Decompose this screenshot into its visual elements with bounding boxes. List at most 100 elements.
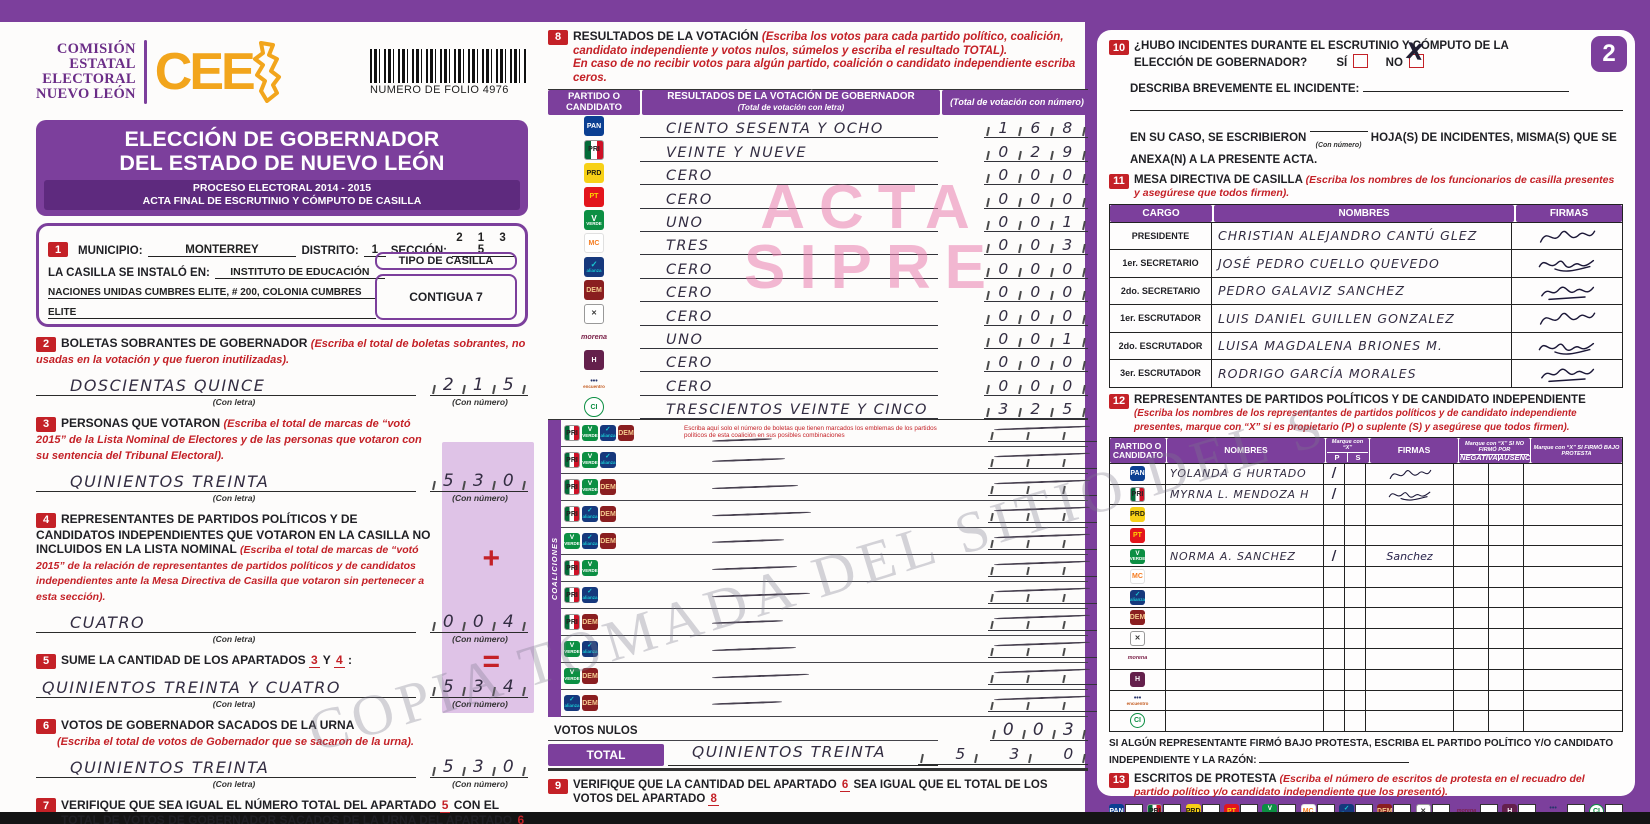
bajo-protesta-cell[interactable]	[1524, 629, 1622, 649]
coalition-numero-cell[interactable]	[988, 451, 1104, 469]
no-checkbox[interactable]: X	[1404, 38, 1425, 68]
negativa-cell[interactable]	[1454, 690, 1489, 711]
coalition-letra-cell[interactable]	[684, 565, 954, 571]
ausencia-cell[interactable]	[1489, 484, 1524, 505]
firma-cell[interactable]	[1512, 250, 1622, 277]
negativa-cell[interactable]	[1454, 566, 1489, 587]
representante-nombre-field[interactable]	[1166, 711, 1324, 731]
representante-firma-cell[interactable]	[1366, 711, 1454, 731]
numero-cell-encuentro[interactable]: 0 0 0	[984, 377, 1088, 396]
ausencia-cell[interactable]	[1489, 505, 1524, 525]
suplente-mark-cell[interactable]	[1345, 546, 1366, 566]
representante-firma-cell[interactable]	[1366, 669, 1454, 690]
bajo-protesta-cell[interactable]	[1524, 526, 1622, 546]
propietario-mark-cell[interactable]	[1324, 566, 1345, 587]
representante-firma-cell[interactable]	[1366, 505, 1454, 525]
negativa-cell[interactable]	[1454, 649, 1489, 669]
suplente-mark-cell[interactable]	[1345, 690, 1366, 711]
propietario-mark-cell[interactable]	[1324, 690, 1345, 711]
municipio-value[interactable]: MONTERREY	[147, 244, 297, 257]
propietario-mark-cell[interactable]	[1324, 587, 1345, 608]
numero-cell-na[interactable]: 0 0 0	[984, 260, 1088, 279]
funcionario-nombre-field[interactable]: LUIS DANIEL GUILLEN GONZALEZ	[1212, 305, 1512, 332]
representante-nombre-field[interactable]	[1166, 669, 1324, 690]
representante-nombre-field[interactable]	[1166, 566, 1324, 587]
numero-cell-pt[interactable]: 0 0 0	[984, 190, 1088, 209]
representante-nombre-field[interactable]	[1166, 505, 1324, 525]
letra-cell-humanista[interactable]: CERO	[640, 348, 938, 373]
representante-firma-cell[interactable]	[1366, 525, 1454, 546]
letra-cell-mc[interactable]: TRES	[640, 231, 938, 256]
numero-cell-indep[interactable]: 3 2 5	[984, 401, 1088, 420]
letra-cell-dem[interactable]: CERO	[640, 278, 938, 303]
propietario-mark-cell[interactable]: /	[1324, 464, 1345, 484]
coalition-numero-cell[interactable]	[988, 532, 1104, 550]
ausencia-cell[interactable]	[1489, 628, 1524, 649]
letra-cell-verde[interactable]: UNO	[640, 208, 938, 232]
representante-firma-cell[interactable]	[1366, 464, 1454, 484]
instalado-line2[interactable]: NACIONES UNIDAS CUMBRES ELITE, # 200, CO…	[48, 287, 376, 299]
distrito-value[interactable]: 1	[363, 244, 386, 257]
suplente-mark-cell[interactable]	[1345, 669, 1366, 690]
letra-cell-pt[interactable]: CERO	[640, 184, 938, 209]
representante-nombre-field[interactable]	[1166, 587, 1324, 608]
bajo-protesta-cell[interactable]	[1524, 608, 1622, 628]
section4-letra-field[interactable]: CUATRO	[36, 610, 416, 634]
section5-letra-field[interactable]: QUINIENTOS TREINTA Y CUATRO	[36, 675, 416, 698]
instalado-line1[interactable]: INSTITUTO DE EDUCACIÓN	[214, 266, 385, 279]
bajo-protesta-cell[interactable]	[1524, 649, 1622, 669]
ausencia-cell[interactable]	[1489, 669, 1524, 690]
numero-cell-cruzada[interactable]: 0 0 0	[984, 307, 1088, 326]
ausencia-cell[interactable]	[1489, 649, 1524, 669]
coalition-numero-cell[interactable]	[988, 694, 1104, 712]
negativa-cell[interactable]	[1454, 669, 1489, 690]
coalition-letra-cell[interactable]	[684, 700, 954, 706]
representante-firma-cell[interactable]: Sanchez	[1366, 546, 1454, 566]
firma-cell[interactable]	[1512, 278, 1622, 305]
ausencia-cell[interactable]	[1489, 525, 1524, 546]
coalition-numero-cell[interactable]	[988, 424, 1104, 442]
ausencia-cell[interactable]	[1489, 546, 1524, 566]
letra-cell-prd[interactable]: CERO	[640, 161, 938, 186]
representante-firma-cell[interactable]	[1366, 690, 1454, 711]
negativa-cell[interactable]	[1454, 628, 1489, 649]
propietario-mark-cell[interactable]	[1324, 608, 1345, 628]
representante-nombre-field[interactable]	[1166, 649, 1324, 669]
suplente-mark-cell[interactable]	[1345, 566, 1366, 587]
letra-cell-encuentro[interactable]: CERO	[640, 371, 938, 396]
suplente-mark-cell[interactable]	[1345, 505, 1366, 525]
ausencia-cell[interactable]	[1489, 464, 1524, 484]
representante-nombre-field[interactable]	[1166, 525, 1324, 546]
propietario-mark-cell[interactable]: /	[1324, 484, 1345, 505]
firma-cell[interactable]	[1512, 360, 1622, 387]
coalition-numero-cell[interactable]	[988, 586, 1104, 604]
coalition-letra-cell[interactable]	[684, 592, 954, 598]
total-numero-field[interactable]: 5 3 0	[918, 745, 1088, 765]
representante-nombre-field[interactable]: YOLANDA G HURTADO	[1166, 464, 1324, 484]
funcionario-nombre-field[interactable]: LUISA MAGDALENA BRIONES M.	[1212, 332, 1512, 359]
bajo-protesta-cell[interactable]	[1524, 711, 1622, 731]
coalition-numero-cell[interactable]	[988, 478, 1104, 496]
ausencia-cell[interactable]	[1489, 587, 1524, 608]
negativa-cell[interactable]	[1454, 608, 1489, 628]
suplente-mark-cell[interactable]	[1345, 484, 1366, 505]
firma-cell[interactable]	[1512, 333, 1622, 360]
representante-nombre-field[interactable]	[1166, 608, 1324, 628]
representante-firma-cell[interactable]	[1366, 628, 1454, 649]
coalition-numero-cell[interactable]	[988, 559, 1104, 577]
si-checkbox[interactable]	[1353, 53, 1369, 68]
seccion-value[interactable]: 2 1 3 5	[452, 232, 516, 257]
numero-cell-humanista[interactable]: 0 0 0	[984, 354, 1088, 373]
representante-nombre-field[interactable]	[1166, 690, 1324, 711]
suplente-mark-cell[interactable]	[1345, 608, 1366, 628]
letra-cell-indep[interactable]: TRESCIENTOS VEINTE Y CINCO	[640, 395, 938, 420]
protesta-razon-field[interactable]	[1259, 750, 1410, 763]
incidente-field[interactable]	[1362, 79, 1569, 92]
funcionario-nombre-field[interactable]: JOSÉ PEDRO CUELLO QUEVEDO	[1212, 250, 1512, 277]
incidente-field-line2[interactable]	[1130, 97, 1623, 111]
propietario-mark-cell[interactable]	[1324, 669, 1345, 690]
numero-cell-mc[interactable]: 0 0 3	[984, 237, 1088, 256]
negativa-cell[interactable]	[1454, 484, 1489, 505]
